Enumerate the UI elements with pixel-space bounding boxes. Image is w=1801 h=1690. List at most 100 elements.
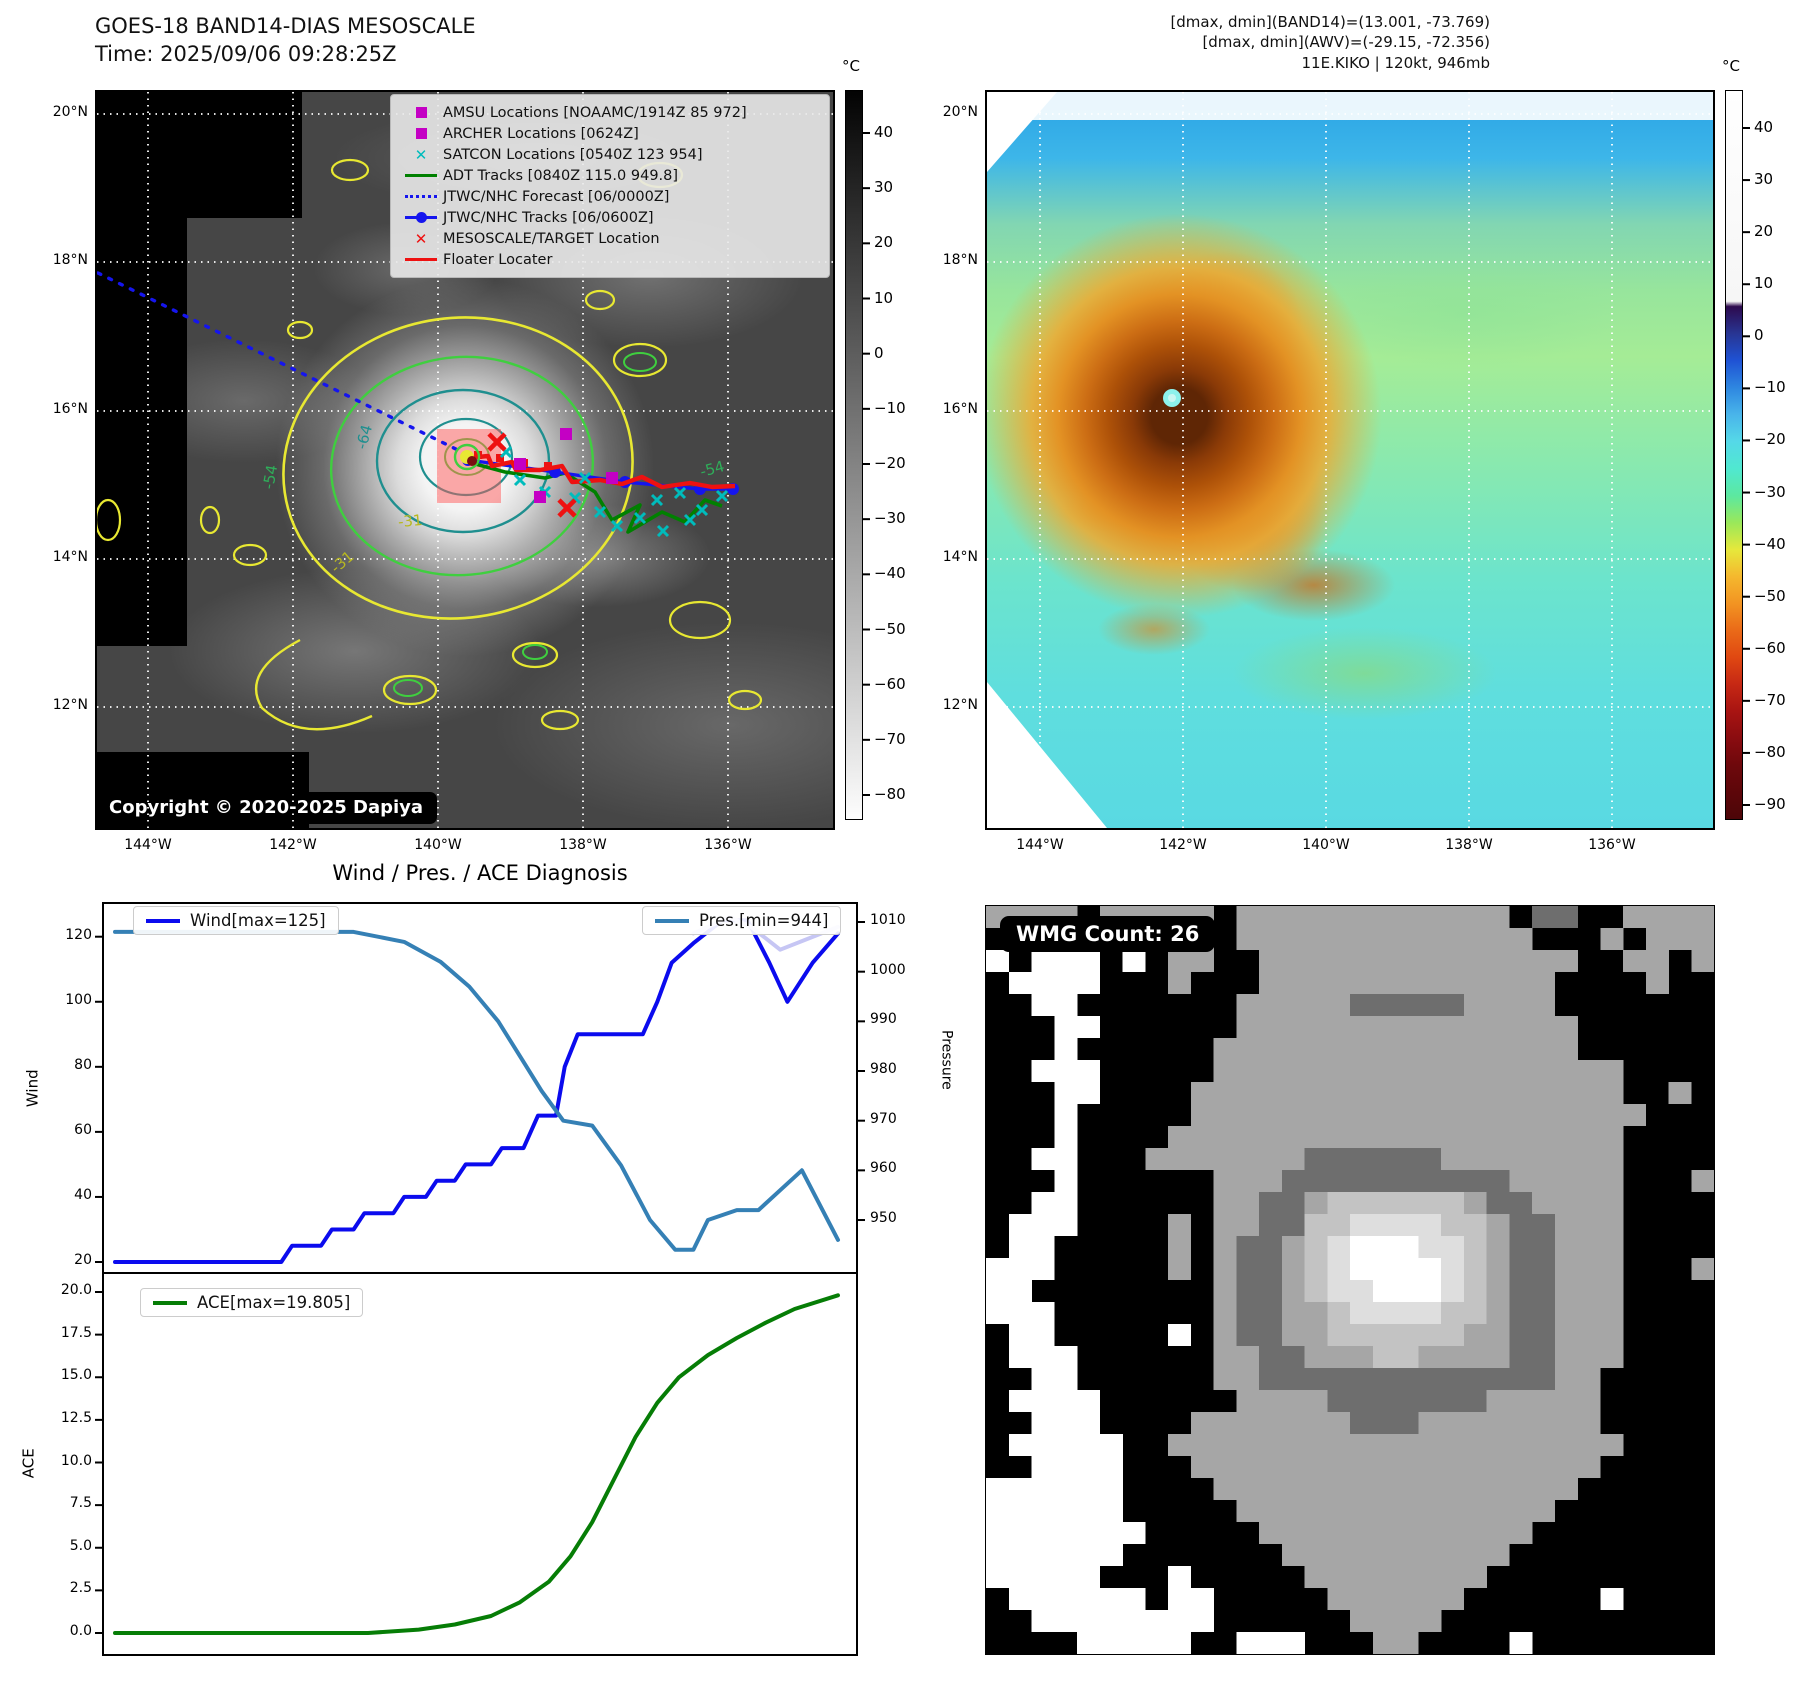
lon-label: 140°W: [414, 837, 462, 853]
contour-value-label: -31: [397, 510, 424, 532]
colorbar-tick-label: 20: [1754, 222, 1774, 241]
ace-axis-label: ACE: [19, 1448, 38, 1479]
wind-line-swatch: [146, 918, 180, 923]
lon-label: 142°W: [269, 837, 317, 853]
legend-item: JTWC/NHC Tracks [06/0600Z]: [399, 207, 819, 228]
chart-title: Wind / Pres. / ACE Diagnosis: [332, 861, 628, 885]
colorbar-left-unit: °C: [842, 57, 860, 75]
header-right: [dmax, dmin](BAND14)=(13.001, -73.769) […: [1040, 12, 1490, 73]
legend-item-label: ADT Tracks [0840Z 115.0 949.8]: [443, 167, 679, 184]
wmg-pixel-map: [985, 905, 1715, 1655]
lon-label: 138°W: [559, 837, 607, 853]
legend-item-label: Floater Locater: [443, 251, 553, 268]
colorbar-tick-label: −50: [874, 619, 906, 638]
legend-item: AMSU Locations [NOAAMC/1914Z 85 972]: [399, 102, 819, 123]
legend-wind-label: Wind[max=125]: [190, 911, 326, 930]
legend-item-label: ARCHER Locations [0624Z]: [443, 125, 639, 142]
colorbar-tick-label: −50: [1754, 586, 1786, 605]
pressure-tick-label: 990: [870, 1011, 897, 1028]
line-dot-legend-marker-icon: [399, 211, 443, 223]
lat-label: 14°N: [942, 549, 978, 565]
lon-label: 140°W: [1302, 837, 1350, 853]
legend-item: ✕ MESOSCALE/TARGET Location: [399, 228, 819, 249]
colorbar-tick-label: 0: [874, 343, 884, 362]
colorbar-tick-label: 30: [874, 178, 894, 197]
wind-tick-label: 40: [74, 1186, 92, 1203]
legend-item: JTWC/NHC Forecast [06/0000Z]: [399, 186, 819, 207]
square-legend-marker-icon: [399, 107, 443, 118]
legend-wind: Wind[max=125]: [133, 906, 339, 935]
pres-line-swatch: [655, 918, 689, 923]
colorbar-ir-palette: [1725, 90, 1743, 820]
lon-label: 136°W: [1588, 837, 1636, 853]
line-legend-marker-icon: [399, 173, 443, 178]
legend-item: ✕ SATCON Locations [0540Z 123 954]: [399, 144, 819, 165]
colorbar-tick-label: 30: [1754, 170, 1774, 189]
page-title: GOES-18 BAND14-DIAS MESOSCALE: [95, 14, 476, 38]
lat-label: 18°N: [942, 252, 978, 268]
legend-item-label: AMSU Locations [NOAAMC/1914Z 85 972]: [443, 104, 747, 121]
lat-label: 12°N: [52, 697, 88, 713]
colorbar-tick-label: 0: [1754, 326, 1764, 345]
line-legend-marker-icon: [399, 257, 443, 262]
lon-label: 136°W: [704, 837, 752, 853]
colorbar-right-unit: °C: [1722, 57, 1740, 75]
lon-label: 144°W: [124, 837, 172, 853]
lat-label: 16°N: [52, 401, 88, 417]
colorbar-tick-label: 10: [1754, 274, 1774, 293]
pressure-tick-label: 960: [870, 1160, 897, 1177]
colorbar-tick-label: −90: [1754, 795, 1786, 813]
dmax-dmin-awv: [dmax, dmin](AWV)=(-29.15, -72.356): [1202, 33, 1490, 52]
lat-label: 20°N: [942, 104, 978, 120]
lat-label: 16°N: [942, 401, 978, 417]
wind-tick-label: 100: [65, 991, 92, 1008]
colorbar-tick-label: −10: [1754, 378, 1786, 397]
no-data-region: [97, 92, 187, 646]
map-band14-color-ir: [985, 90, 1715, 830]
x-legend-marker-icon: ✕: [414, 145, 428, 164]
legend-pres: Pres.[min=944]: [642, 906, 842, 935]
colorbar-tick-label: 40: [874, 123, 894, 141]
legend-item: ARCHER Locations [0624Z]: [399, 123, 819, 144]
pressure-tick-label: 980: [870, 1061, 897, 1077]
wind-tick-label: 20: [74, 1252, 92, 1268]
pressure-tick-label: 950: [870, 1210, 897, 1227]
ace-tick-label: 15.0: [60, 1367, 92, 1384]
lat-label: 20°N: [52, 104, 88, 120]
colorbar-tick-label: −40: [1754, 534, 1786, 553]
ace-tick-label: 10.0: [60, 1452, 92, 1469]
wind-tick-label: 120: [65, 926, 92, 943]
lat-label: 14°N: [52, 549, 88, 565]
charts-plot-area: [102, 902, 858, 1656]
ace-tick-label: 12.5: [60, 1409, 92, 1426]
lon-label: 138°W: [1445, 837, 1493, 853]
colorbar-tick-label: −40: [874, 564, 906, 583]
satellite-storm-color: [987, 92, 1713, 828]
wmg-count-badge: WMG Count: 26: [1000, 916, 1216, 952]
colorbar-tick-label: −80: [1754, 742, 1786, 761]
pressure-tick-label: 1000: [870, 961, 906, 978]
storm-id-intensity: 11E.KIKO | 120kt, 946mb: [1301, 53, 1490, 72]
ace-tick-label: 5.0: [69, 1537, 92, 1554]
wind-tick-label: 60: [74, 1121, 92, 1138]
pressure-series-line: [113, 929, 840, 1252]
colorbar-tick-label: −70: [874, 729, 906, 748]
lat-label: 18°N: [52, 252, 88, 268]
legend-item-label: SATCON Locations [0540Z 123 954]: [443, 146, 703, 163]
colorbar-tick-label: −60: [874, 674, 906, 693]
no-data-region: [987, 92, 1713, 120]
lon-label: 142°W: [1159, 837, 1207, 853]
legend-item-label: MESOSCALE/TARGET Location: [443, 230, 660, 247]
legend-item-label: JTWC/NHC Tracks [06/0600Z]: [443, 209, 654, 226]
legend-item: ADT Tracks [0840Z 115.0 949.8]: [399, 165, 819, 186]
colorbar-grayscale: [845, 90, 863, 820]
legend-item: Floater Locater: [399, 249, 819, 270]
timestamp: Time: 2025/09/06 09:28:25Z: [95, 42, 397, 66]
colorbar-tick-label: −80: [874, 785, 906, 803]
legend-ace-label: ACE[max=19.805]: [197, 1293, 351, 1312]
pressure-axis-label: Pressure: [938, 1030, 955, 1090]
colorbar-tick-label: −20: [874, 454, 906, 472]
colorbar-tick-label: 40: [1754, 118, 1774, 136]
ace-tick-label: 2.5: [69, 1580, 92, 1597]
